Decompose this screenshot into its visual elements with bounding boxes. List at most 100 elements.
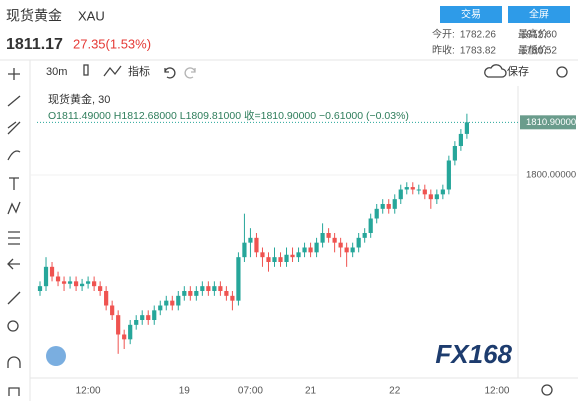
indicator-icon[interactable] bbox=[103, 65, 122, 77]
brush-tool[interactable] bbox=[7, 150, 21, 161]
candle-body bbox=[446, 160, 451, 190]
candle-body bbox=[386, 204, 391, 209]
text-tool[interactable] bbox=[9, 177, 19, 190]
candle-body bbox=[158, 305, 163, 311]
change: 27.35(1.53%) bbox=[73, 36, 151, 51]
candle-body bbox=[440, 189, 445, 195]
candle-body bbox=[344, 247, 349, 253]
stat: 1782.26 bbox=[460, 30, 497, 41]
candle-body bbox=[302, 247, 307, 253]
candle-body bbox=[404, 187, 409, 190]
crosshair[interactable] bbox=[8, 68, 20, 80]
y-tick-label: 1800.00000 bbox=[526, 170, 576, 181]
candle-body bbox=[55, 276, 61, 282]
last-price-tag bbox=[520, 115, 576, 130]
candle-body bbox=[164, 300, 169, 306]
candle-body bbox=[218, 286, 223, 291]
magnet[interactable] bbox=[7, 356, 21, 368]
candle-body bbox=[410, 187, 415, 190]
candle-body bbox=[230, 295, 235, 301]
fullscreen-button[interactable] bbox=[508, 6, 570, 23]
candle-body bbox=[242, 242, 247, 258]
candle-body bbox=[236, 257, 241, 301]
candle-body bbox=[200, 286, 205, 291]
candle-body bbox=[170, 300, 175, 306]
zoom[interactable] bbox=[7, 320, 19, 332]
candle-body bbox=[356, 237, 361, 248]
candle-body bbox=[434, 194, 439, 200]
interval[interactable]: 30m bbox=[46, 66, 67, 78]
candle-body bbox=[272, 257, 277, 262]
axis-settings[interactable] bbox=[541, 384, 553, 396]
candle-body bbox=[380, 204, 385, 209]
fullscreen-label[interactable]: 全屏 bbox=[529, 8, 549, 21]
candle-body bbox=[362, 233, 367, 238]
back[interactable] bbox=[7, 258, 20, 270]
stat: 最高价: bbox=[518, 28, 551, 41]
candle-icon[interactable] bbox=[83, 64, 89, 76]
logo-badge bbox=[46, 346, 66, 366]
trade-button[interactable] bbox=[440, 6, 502, 23]
x-tick-label: 07:00 bbox=[238, 386, 263, 397]
candle-body bbox=[326, 233, 331, 238]
candle-body bbox=[194, 291, 199, 296]
left-toolbar bbox=[7, 68, 21, 396]
candle-body bbox=[86, 281, 91, 284]
stat: 最低价: bbox=[518, 44, 551, 57]
save[interactable]: 保存 bbox=[507, 64, 529, 78]
pattern-tool[interactable] bbox=[7, 201, 21, 215]
candle-body bbox=[146, 315, 151, 320]
candle-body bbox=[368, 218, 373, 233]
candle-body bbox=[128, 324, 133, 340]
candle-body bbox=[206, 286, 211, 291]
candle-body bbox=[332, 237, 337, 243]
candle-body bbox=[284, 254, 289, 262]
undo[interactable] bbox=[164, 67, 176, 79]
candle-body bbox=[98, 286, 103, 291]
legend-title: 现货黄金, 30 bbox=[48, 92, 110, 106]
candle-body bbox=[152, 310, 157, 320]
settings-icon[interactable] bbox=[556, 66, 568, 78]
candle-body bbox=[314, 242, 319, 253]
x-tick-label: 21 bbox=[305, 386, 317, 397]
watermark: FX168 bbox=[435, 339, 512, 369]
line-tool[interactable] bbox=[7, 95, 21, 107]
ruler[interactable] bbox=[7, 291, 21, 305]
candle-body bbox=[428, 194, 433, 200]
candle-body bbox=[224, 291, 229, 296]
candle-body bbox=[422, 189, 427, 195]
candle-body bbox=[134, 320, 139, 325]
x-tick-label: 12:00 bbox=[76, 386, 101, 397]
candle-body bbox=[122, 334, 127, 340]
candle-body bbox=[212, 286, 217, 291]
symbol: XAU bbox=[78, 8, 105, 23]
indicators[interactable]: 指标 bbox=[128, 64, 150, 78]
candle-body bbox=[458, 133, 463, 146]
x-tick-label: 22 bbox=[389, 386, 401, 397]
measure-tool[interactable] bbox=[8, 231, 20, 245]
title: 现货黄金 bbox=[6, 8, 62, 24]
x-tick-label: 19 bbox=[179, 386, 191, 397]
fib-tool[interactable] bbox=[7, 121, 21, 135]
legend-ohlc: O1811.49000 H1812.68000 L1809.81000 收=18… bbox=[48, 109, 409, 122]
candle-body bbox=[308, 247, 313, 253]
stat: 1780.52 bbox=[521, 46, 558, 57]
stat: 昨收: bbox=[432, 44, 455, 57]
trade-label[interactable]: 交易 bbox=[461, 8, 481, 21]
candle-body bbox=[320, 233, 325, 243]
candle-body bbox=[464, 122, 469, 134]
candle-body bbox=[260, 252, 265, 258]
cloud-icon[interactable] bbox=[484, 64, 507, 78]
redo[interactable] bbox=[184, 67, 196, 79]
candle-body bbox=[338, 242, 343, 248]
stat: 1812.60 bbox=[521, 30, 558, 41]
candle-body bbox=[43, 266, 49, 287]
candle-body bbox=[398, 189, 403, 200]
stat: 1783.82 bbox=[460, 46, 497, 57]
price: 1811.17 bbox=[6, 36, 63, 53]
candle-body bbox=[176, 295, 181, 306]
candle-body bbox=[452, 146, 457, 161]
candle-body bbox=[290, 254, 295, 258]
stat: 今开: bbox=[432, 28, 455, 41]
lock[interactable] bbox=[8, 387, 20, 396]
